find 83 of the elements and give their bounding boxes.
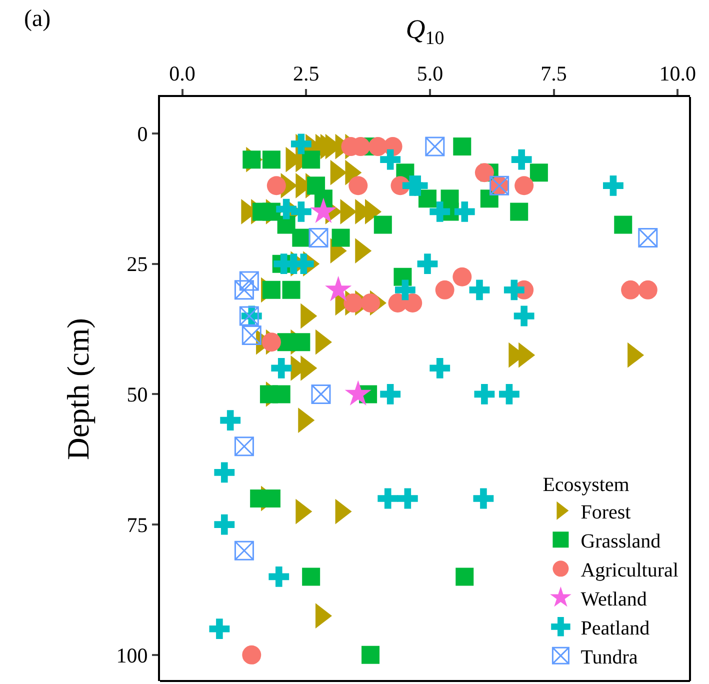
point — [344, 293, 363, 312]
legend-label: Forest — [580, 501, 632, 524]
point — [469, 280, 490, 300]
y-tick-label: 25 — [126, 252, 148, 276]
point — [452, 267, 472, 286]
point — [242, 645, 262, 664]
point — [234, 280, 254, 300]
point — [454, 202, 475, 222]
point — [239, 271, 259, 291]
point — [511, 149, 532, 170]
point — [430, 358, 450, 378]
y-tick-label: 75 — [126, 512, 148, 537]
y-tick-label: 100 — [116, 643, 148, 668]
point — [638, 280, 658, 300]
point — [266, 176, 286, 196]
point — [456, 568, 474, 586]
y-tick-label: 0 — [137, 122, 148, 146]
x-tick-label: 0.0 — [169, 62, 196, 86]
point — [268, 566, 290, 587]
point — [425, 136, 445, 156]
point — [308, 228, 328, 248]
point — [362, 646, 380, 664]
x-tick-label: 7.5 — [540, 62, 567, 86]
legend-label: Agricultural — [580, 559, 679, 582]
point — [453, 138, 472, 156]
point — [435, 280, 454, 300]
point — [234, 540, 254, 560]
point — [378, 488, 398, 509]
point — [397, 488, 418, 509]
point — [430, 202, 450, 222]
point — [638, 228, 658, 248]
point — [621, 280, 640, 300]
text: (a) — [24, 6, 51, 32]
point — [271, 358, 292, 378]
point — [262, 280, 280, 299]
point — [530, 164, 548, 182]
point — [262, 150, 280, 169]
x-axis-title: Q$_{10}$ — [406, 14, 444, 49]
point — [614, 216, 632, 234]
point — [374, 216, 392, 234]
point — [504, 280, 524, 300]
point — [234, 436, 254, 456]
legend-label: Tundra — [580, 646, 638, 668]
point — [344, 380, 372, 406]
point — [214, 514, 235, 535]
point — [325, 276, 352, 302]
point — [417, 254, 438, 274]
point — [418, 190, 436, 208]
point — [473, 488, 494, 509]
point — [514, 306, 534, 326]
legend-label: Grassland — [580, 530, 661, 552]
point — [510, 202, 528, 221]
point — [220, 410, 241, 430]
legend-label: Peatland — [580, 617, 650, 640]
point — [474, 163, 494, 182]
point — [514, 176, 534, 196]
point — [603, 175, 624, 196]
point — [380, 149, 401, 170]
point — [332, 228, 350, 247]
point — [499, 384, 520, 404]
y-tick-label: 50 — [126, 382, 148, 407]
y-axis-title: Depth (cm) — [60, 318, 96, 460]
legend-title: Ecosystem — [542, 474, 630, 496]
point — [403, 293, 422, 312]
point — [348, 176, 368, 196]
x-tick-label: 10.0 — [659, 62, 696, 86]
point — [474, 384, 495, 404]
x-tick-label: 2.5 — [292, 62, 320, 86]
point — [402, 175, 423, 196]
point — [361, 293, 380, 312]
legend-label: Wetland — [580, 588, 647, 610]
point — [302, 150, 320, 169]
point — [311, 384, 331, 404]
point — [292, 228, 310, 247]
point — [394, 280, 416, 300]
point — [214, 462, 235, 483]
point — [282, 280, 300, 299]
point — [209, 618, 230, 640]
point — [380, 384, 401, 404]
point — [302, 568, 320, 586]
point — [310, 198, 337, 224]
point — [314, 190, 332, 208]
x-tick-label: 5.0 — [416, 62, 444, 86]
